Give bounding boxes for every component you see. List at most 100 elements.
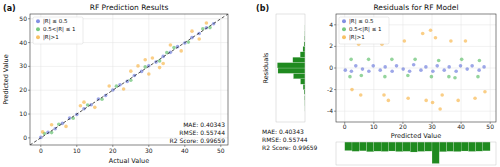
annotation: MAE: 0.40343 — [183, 121, 225, 128]
point — [350, 69, 354, 73]
point — [359, 93, 363, 97]
point — [169, 43, 173, 47]
marks — [345, 142, 490, 164]
tick-label: 10 — [73, 147, 81, 154]
grid-line — [336, 46, 496, 47]
bar — [432, 142, 439, 164]
point — [205, 21, 209, 25]
tick-label: 50 — [486, 123, 494, 130]
bar — [293, 73, 305, 78]
point — [89, 103, 93, 107]
tick-label: 0 — [343, 123, 347, 130]
tick-label: 30 — [145, 147, 153, 154]
point — [424, 65, 428, 69]
legend-marker — [342, 27, 346, 31]
legend-box — [33, 17, 83, 44]
point — [64, 125, 68, 129]
bar — [468, 142, 475, 151]
grid-line — [30, 90, 228, 91]
point — [354, 64, 358, 68]
grid-line — [148, 14, 149, 145]
point — [190, 29, 194, 33]
tick-label: 0 — [23, 134, 27, 141]
point — [406, 96, 410, 100]
bar — [277, 63, 305, 68]
point — [431, 69, 435, 73]
point — [143, 65, 147, 69]
tick — [28, 42, 30, 43]
point — [434, 36, 438, 40]
point — [470, 64, 474, 68]
axis-label: Predicted Value — [391, 132, 441, 140]
bar — [303, 46, 305, 51]
legend: |R| ≤ 0.50.5<|R| ≤ 1|R|>1 — [33, 17, 83, 44]
point — [408, 69, 412, 73]
point — [454, 69, 458, 73]
point — [115, 84, 119, 88]
point — [482, 65, 486, 69]
tick-label: 20 — [109, 147, 117, 154]
legend-box — [339, 17, 389, 44]
legend-label: |R| ≤ 0.5 — [349, 18, 374, 25]
point — [424, 99, 428, 103]
tick — [334, 111, 336, 112]
bar — [425, 142, 432, 151]
bar — [293, 57, 305, 62]
tick — [28, 18, 30, 19]
point — [136, 64, 140, 68]
bar — [439, 142, 446, 152]
bar — [367, 142, 374, 152]
title: Residuals for RF Model — [373, 3, 458, 12]
legend-marker — [342, 19, 346, 23]
point — [367, 69, 371, 73]
point — [447, 65, 451, 69]
point — [383, 75, 387, 79]
legend-label: |R| ≤ 0.5 — [43, 18, 68, 25]
bar — [483, 142, 490, 151]
tick-label: 50 — [217, 147, 225, 154]
point — [122, 87, 126, 91]
bar — [410, 142, 417, 152]
tick — [334, 89, 336, 90]
tick-label: 40 — [457, 123, 465, 130]
point — [430, 75, 434, 79]
tick-label: 50 — [19, 15, 27, 22]
point — [442, 68, 446, 72]
point — [100, 97, 104, 101]
bar — [300, 79, 305, 84]
figure: 0102030405001020304050RF Prediction Resu… — [0, 0, 500, 167]
point — [172, 46, 176, 50]
tick-label: 2 — [329, 42, 333, 49]
tick-label: -4 — [327, 107, 333, 114]
point — [169, 51, 173, 55]
point — [344, 68, 348, 72]
grid-line — [336, 68, 496, 69]
point — [93, 106, 97, 110]
point — [395, 64, 399, 68]
bar — [396, 142, 403, 152]
tick — [28, 66, 30, 67]
point — [431, 101, 435, 105]
reference-line — [30, 14, 228, 145]
point — [361, 67, 365, 71]
tick-label: -2 — [327, 86, 333, 93]
axis-label: Predicted Value — [2, 54, 10, 104]
legend-label: |R|>1 — [43, 34, 59, 41]
chart: 0102030405001020304050RF Prediction Resu… — [2, 3, 228, 165]
grid-line — [112, 14, 113, 145]
point — [387, 99, 391, 103]
grid-line — [30, 114, 228, 115]
tick-label: 40 — [181, 147, 189, 154]
point — [360, 74, 364, 78]
point — [129, 69, 133, 73]
point — [41, 130, 45, 134]
point — [371, 64, 375, 68]
chart — [336, 142, 496, 165]
background — [0, 0, 500, 167]
point — [147, 72, 151, 76]
tick-label: 30 — [428, 123, 436, 130]
bar — [374, 142, 381, 151]
legend-label: 0.5<|R| ≤ 1 — [43, 26, 76, 33]
point — [378, 68, 382, 72]
point — [151, 56, 155, 60]
